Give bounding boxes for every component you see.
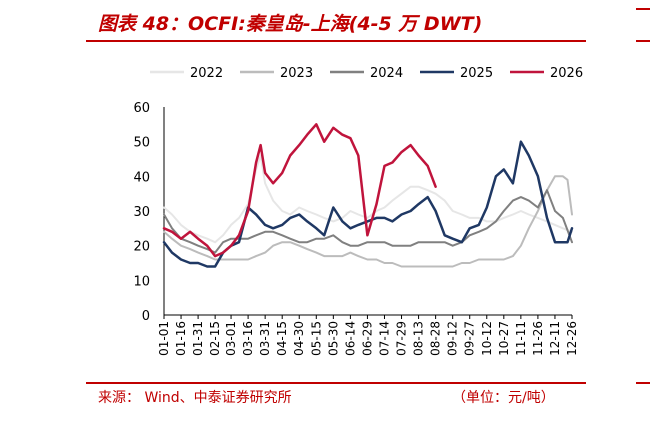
edge-mark bbox=[636, 382, 650, 384]
x-tick-label: 04-30 bbox=[292, 321, 306, 356]
x-tick-label: 01-31 bbox=[191, 321, 205, 356]
x-tick-label: 09-12 bbox=[446, 321, 460, 356]
x-tick-label: 11-26 bbox=[531, 321, 545, 356]
unit-note: （单位：元/吨） bbox=[452, 390, 555, 406]
y-tick-label: 0 bbox=[142, 309, 150, 324]
x-tick-label: 01-01 bbox=[157, 321, 171, 356]
x-tick-label: 03-16 bbox=[241, 321, 255, 356]
x-tick-label: 12-11 bbox=[548, 321, 562, 356]
x-tick-label: 09-27 bbox=[463, 321, 477, 356]
x-tick-label: 06-14 bbox=[343, 321, 357, 356]
x-tick-label: 12-26 bbox=[565, 321, 579, 356]
plot-area bbox=[162, 123, 574, 268]
edge-mark bbox=[636, 40, 650, 42]
x-tick-label: 01-16 bbox=[174, 321, 188, 356]
x-tick-label: 05-30 bbox=[326, 321, 340, 356]
x-tick-label: 08-28 bbox=[429, 321, 443, 356]
legend-label-2022: 2022 bbox=[190, 66, 223, 81]
x-tick-label: 04-15 bbox=[275, 321, 289, 356]
x-tick-label: 06-29 bbox=[360, 321, 374, 356]
x-tick-label: 03-01 bbox=[224, 321, 238, 356]
x-tick-label: 07-14 bbox=[377, 321, 391, 356]
x-tick-label: 05-15 bbox=[309, 321, 323, 356]
y-tick-label: 50 bbox=[133, 136, 150, 151]
y-axis: 0 10 20 30 40 50 60 bbox=[133, 101, 165, 324]
y-tick-label: 40 bbox=[133, 170, 150, 185]
y-tick-label: 20 bbox=[133, 240, 150, 255]
y-tick-label: 10 bbox=[133, 274, 150, 289]
footer-divider bbox=[86, 382, 586, 384]
legend: 2022 2023 2024 2025 2026 bbox=[150, 66, 583, 81]
title-underline bbox=[86, 40, 586, 42]
x-tick-label: 02-15 bbox=[208, 321, 222, 356]
y-tick-label: 30 bbox=[133, 205, 150, 220]
series-line-2026 bbox=[162, 123, 437, 258]
edge-mark bbox=[636, 8, 650, 10]
series-line-2024 bbox=[163, 189, 573, 254]
legend-label-2023: 2023 bbox=[280, 66, 313, 81]
x-tick-label: 11-11 bbox=[514, 321, 528, 356]
x-tick-label: 03-31 bbox=[258, 321, 272, 356]
x-tick-label: 10-27 bbox=[497, 321, 511, 356]
series-line-2023 bbox=[163, 175, 573, 268]
x-axis: 01-01 01-16 01-31 02-15 03-01 03-16 03-31 04-15… bbox=[157, 314, 579, 356]
y-tick-label: 60 bbox=[133, 101, 150, 116]
x-tick-label: 10-12 bbox=[480, 321, 494, 356]
legend-label-2024: 2024 bbox=[370, 66, 403, 81]
series-line-2022 bbox=[163, 154, 573, 244]
legend-label-2025: 2025 bbox=[460, 66, 493, 81]
x-tick-label: 08-13 bbox=[412, 321, 426, 356]
legend-label-2026: 2026 bbox=[550, 66, 583, 81]
figure-title: 图表 48：OCFI:秦皇岛-上海(4-5 万 DWT) bbox=[98, 13, 483, 35]
x-tick-label: 07-29 bbox=[395, 321, 409, 356]
source-note: 来源： Wind、中泰证券研究所 bbox=[98, 390, 292, 406]
